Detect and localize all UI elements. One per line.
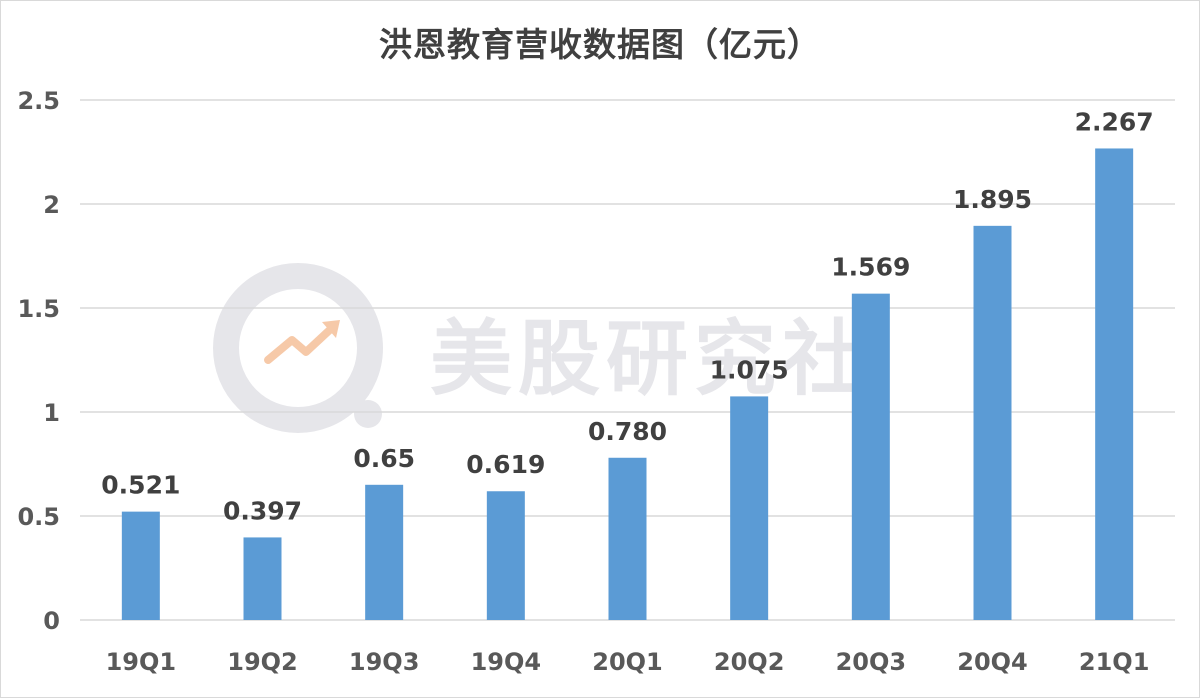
x-tick-label: 20Q2	[714, 648, 785, 676]
data-label: 0.780	[588, 417, 667, 446]
x-tick-label: 19Q2	[227, 648, 298, 676]
watermark-dot	[354, 400, 382, 428]
bar	[1095, 148, 1134, 621]
data-label: 2.267	[1075, 107, 1154, 136]
x-tick-label: 19Q1	[106, 648, 177, 676]
watermark-ring	[213, 263, 383, 433]
y-tick-label: 0.5	[17, 503, 60, 531]
x-tick-label: 21Q1	[1079, 648, 1150, 676]
bar	[243, 537, 282, 620]
watermark-logo-icon	[213, 263, 383, 433]
data-label: 1.895	[953, 185, 1032, 214]
data-label: 0.65	[353, 444, 415, 473]
bar	[973, 225, 1012, 620]
data-label: 0.619	[466, 450, 545, 479]
bar	[121, 511, 160, 620]
x-tick-label: 19Q3	[349, 648, 420, 676]
y-tick-label: 0	[43, 607, 60, 635]
data-label: 0.521	[101, 471, 180, 500]
x-tick-label: 19Q4	[471, 648, 542, 676]
y-tick-label: 1.5	[17, 295, 60, 323]
watermark-arrow	[264, 322, 338, 364]
y-tick-label: 2	[43, 191, 60, 219]
data-labels: 0.521 0.397 0.65 0.619 0.780 1.075 1.569 1.895 2…	[101, 107, 1153, 525]
bar	[851, 293, 890, 620]
y-axis-tick-labels: 0 0.5 1 1.5 2 2.5	[17, 87, 60, 635]
y-tick-label: 1	[43, 399, 60, 427]
data-label: 1.569	[831, 253, 910, 282]
y-tick-label: 2.5	[17, 87, 60, 115]
x-tick-label: 20Q1	[592, 648, 663, 676]
bar	[365, 484, 404, 620]
bar	[730, 396, 769, 620]
watermark-arrow-head	[322, 320, 340, 338]
data-label: 1.075	[710, 355, 789, 384]
chart-title: 洪恩教育营收数据图（亿元）	[379, 25, 821, 64]
bar	[608, 457, 647, 620]
bars	[121, 148, 1134, 621]
data-label: 0.397	[223, 496, 302, 525]
x-axis-tick-labels: 19Q1 19Q2 19Q3 19Q4 20Q1 20Q2 20Q3 20Q4 21Q1	[106, 648, 1150, 676]
bar	[486, 491, 525, 620]
x-tick-label: 20Q4	[957, 648, 1028, 676]
x-tick-label: 20Q3	[836, 648, 907, 676]
